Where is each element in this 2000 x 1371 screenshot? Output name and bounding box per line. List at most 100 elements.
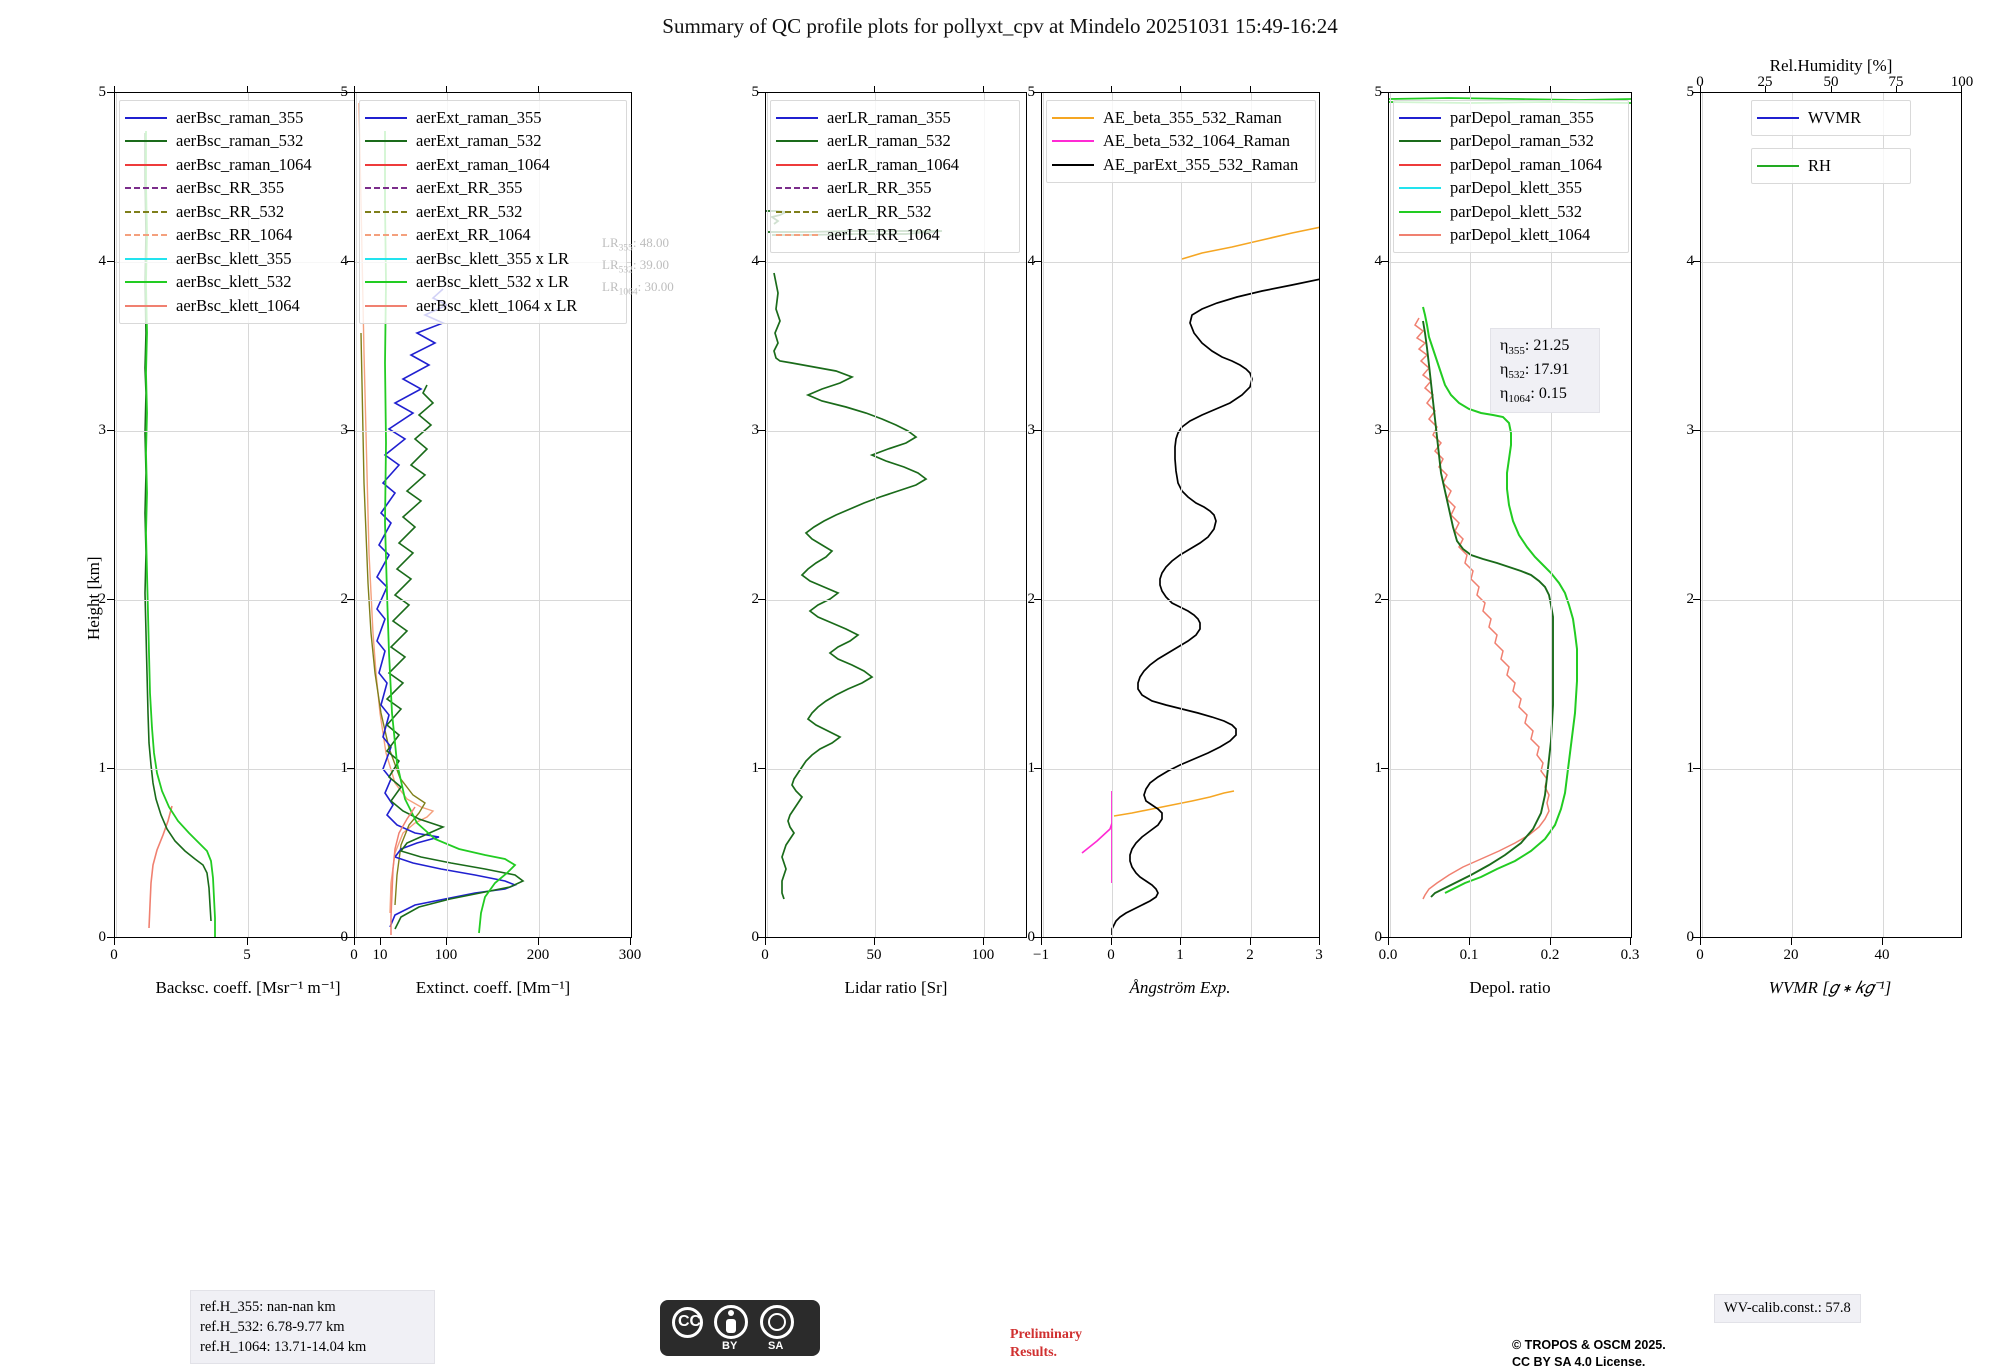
lr-value: 39.00 [639, 257, 669, 272]
legend-item[interactable]: aerBsc_RR_355 [125, 177, 369, 201]
legend-item[interactable]: aerBsc_klett_1064 [125, 294, 369, 318]
legend-item[interactable]: aerBsc_RR_532 [125, 200, 369, 224]
axis-tick [1693, 768, 1700, 770]
legend-item[interactable]: aerExt_RR_355 [365, 177, 619, 201]
legend-label: aerExt_raman_355 [416, 107, 542, 127]
legend-item[interactable]: aerLR_RR_1064 [776, 224, 1012, 248]
eta-row-532: η532: 17.91 [1500, 360, 1570, 381]
x-tick-label: 0.0 [1378, 947, 1398, 963]
axis-tick [765, 938, 767, 945]
legend-angstrom[interactable]: AE_beta_355_532_Raman AE_beta_532_1064_R… [1046, 100, 1316, 183]
legend-item[interactable]: RH [1757, 154, 1903, 178]
gridline [115, 431, 381, 432]
legend-item[interactable]: aerBsc_klett_355 [125, 247, 369, 271]
legend-item[interactable]: aerExt_raman_1064 [365, 153, 619, 177]
rh-tick-label: 100 [1950, 74, 1974, 90]
y-tick-label: 3 [340, 422, 349, 438]
y-tick-label: 3 [98, 422, 107, 438]
eta-row-1064: η1064: 0.15 [1500, 384, 1567, 405]
legend-rh[interactable]: RH [1751, 148, 1911, 184]
creative-commons-badge[interactable]: CC BY SA [660, 1300, 820, 1356]
legend-swatch-dashed [776, 234, 818, 237]
legend-item[interactable]: parDepol_klett_532 [1399, 200, 1621, 224]
y-tick-label: 4 [98, 253, 107, 269]
axis-tick [983, 86, 985, 93]
axis-tick [538, 938, 540, 945]
cc-letters: CC [678, 1313, 702, 1330]
legend-item[interactable]: parDepol_raman_355 [1399, 106, 1621, 130]
eta-symbol: η [1500, 384, 1509, 402]
axis-tick [107, 261, 114, 263]
axis-tick [107, 768, 114, 770]
legend-wvmr[interactable]: WVMR [1751, 100, 1911, 136]
legend-label: aerBsc_klett_355 [176, 248, 292, 268]
legend-item[interactable]: aerLR_raman_1064 [776, 153, 1012, 177]
axis-tick [107, 430, 114, 432]
legend-item[interactable]: aerLR_RR_532 [776, 200, 1012, 224]
gridline [984, 93, 985, 937]
legend-item[interactable]: aerBsc_klett_532 x LR [365, 271, 619, 295]
legend-extinction[interactable]: aerExt_raman_355 aerExt_raman_532 aerExt… [359, 100, 627, 324]
gridline [355, 600, 631, 601]
legend-item[interactable]: aerBsc_klett_355 x LR [365, 247, 619, 271]
axis-tick [1319, 938, 1321, 945]
y-tick-label: 0 [340, 929, 349, 945]
ref-height-1064: ref.H_1064: 13.71-14.04 km [200, 1339, 367, 1355]
legend-item[interactable]: aerLR_raman_532 [776, 130, 1012, 154]
legend-item[interactable]: AE_beta_355_532_Raman [1052, 106, 1308, 130]
legend-item[interactable]: aerExt_raman_355 [365, 106, 619, 130]
gridline [1701, 769, 1961, 770]
by-person-icon [728, 1310, 734, 1316]
legend-item[interactable]: aerLR_raman_355 [776, 106, 1012, 130]
axis-tick [758, 599, 765, 601]
axis-tick [107, 937, 114, 939]
lr-annotation-1064: LR1064: 30.00 [602, 279, 674, 298]
legend-item[interactable]: aerExt_RR_532 [365, 200, 619, 224]
y-tick-label: 2 [751, 591, 760, 607]
gridline [1792, 93, 1793, 937]
legend-item[interactable]: WVMR [1757, 106, 1903, 130]
legend-item[interactable]: parDepol_klett_355 [1399, 177, 1621, 201]
legend-item[interactable]: aerBsc_raman_1064 [125, 153, 369, 177]
axis-tick [1693, 430, 1700, 432]
x-tick-label: 100 [971, 947, 995, 963]
axis-tick [1882, 938, 1884, 945]
lr-name: LR [602, 235, 619, 250]
legend-item[interactable]: parDepol_raman_532 [1399, 130, 1621, 154]
legend-item[interactable]: aerExt_RR_1064 [365, 224, 619, 248]
legend-item[interactable]: aerBsc_klett_1064 x LR [365, 294, 619, 318]
gridline [1181, 93, 1182, 937]
legend-backscatter[interactable]: aerBsc_raman_355 aerBsc_raman_532 aerBsc… [119, 100, 377, 324]
axis-tick [1381, 937, 1388, 939]
y-tick-label: 1 [1027, 760, 1036, 776]
legend-item[interactable]: aerBsc_RR_1064 [125, 224, 369, 248]
axis-tick [1550, 86, 1552, 93]
legend-item[interactable]: AE_parExt_355_532_Raman [1052, 153, 1308, 177]
legend-item[interactable]: aerBsc_klett_532 [125, 271, 369, 295]
legend-swatch-solid [1399, 116, 1441, 119]
legend-label: aerLR_RR_355 [827, 178, 932, 197]
y-tick-label: 1 [98, 760, 107, 776]
legend-label: aerLR_RR_532 [827, 201, 932, 221]
legend-depolarization[interactable]: parDepol_raman_355 parDepol_raman_532 pa… [1393, 100, 1629, 253]
legend-item[interactable]: aerBsc_raman_355 [125, 106, 369, 130]
axis-tick [1388, 938, 1390, 945]
depolarization-curves [1389, 97, 1631, 900]
axis-tick [1180, 938, 1182, 945]
gridline [766, 262, 1026, 263]
legend-swatch-dashed [776, 210, 818, 213]
axis-tick [1250, 86, 1252, 93]
axis-tick [1034, 937, 1041, 939]
legend-swatch-solid [365, 140, 407, 143]
legend-item[interactable]: parDepol_raman_1064 [1399, 153, 1621, 177]
legend-label: aerBsc_raman_532 [176, 131, 304, 150]
legend-lidar-ratio[interactable]: aerLR_raman_355 aerLR_raman_532 aerLR_ra… [770, 100, 1020, 253]
x-tick-label: 0 [350, 947, 358, 963]
legend-item[interactable]: aerExt_raman_532 [365, 130, 619, 154]
legend-item[interactable]: AE_beta_532_1064_Raman [1052, 130, 1308, 154]
legend-item[interactable]: parDepol_klett_1064 [1399, 224, 1621, 248]
legend-item[interactable]: aerBsc_raman_532 [125, 130, 369, 154]
axis-tick [1034, 261, 1041, 263]
axis-tick [114, 938, 116, 945]
legend-item[interactable]: aerLR_RR_355 [776, 177, 1012, 201]
